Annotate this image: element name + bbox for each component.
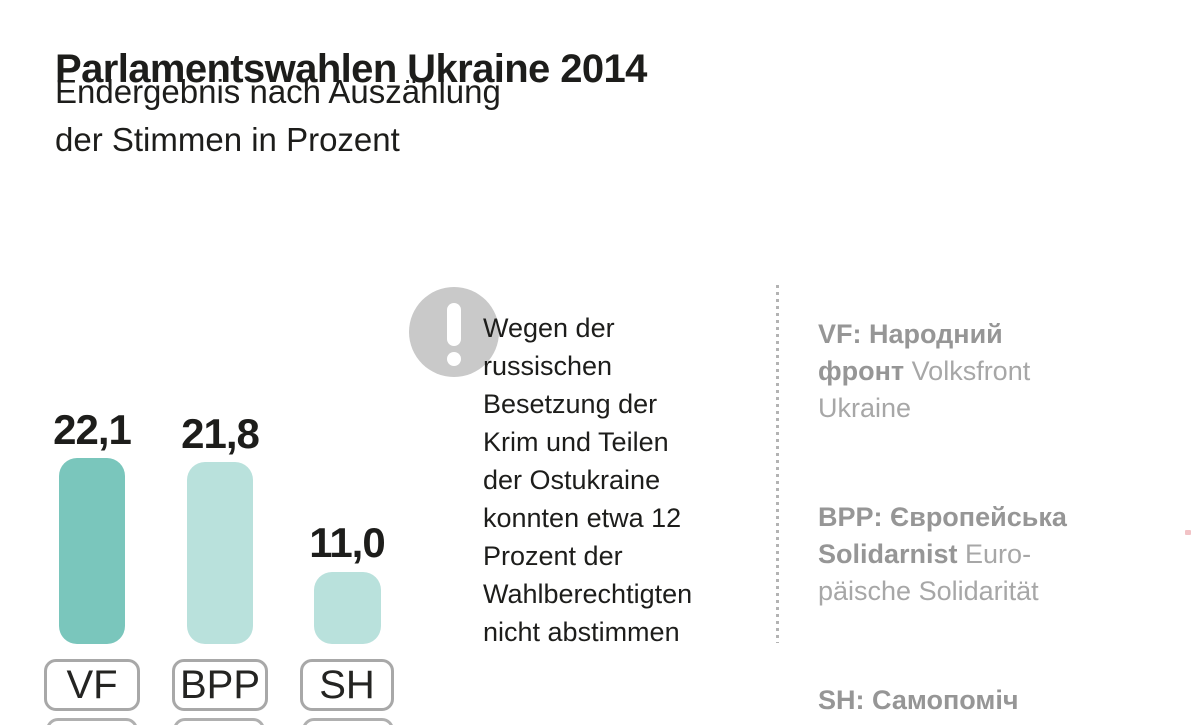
bar-vf [59, 458, 125, 644]
bar-category-label: BPP [179, 662, 261, 707]
bar-category-tag-bpp: BPP [172, 659, 268, 711]
page-title: Parlamentswahlen Ukraine 2014 [55, 46, 647, 91]
exclamation-circle-icon [409, 287, 499, 377]
pink-speck-artifact [1185, 530, 1191, 535]
legend-abbr-party: BPP: Європейська Solidarnist [818, 502, 1067, 569]
legend-abbr-party: SH: Самопоміч [818, 685, 1019, 715]
page-subtitle: Endergebnis nach Auszählung der Stimmen … [55, 73, 501, 158]
exclamation-mark-bar [447, 303, 461, 346]
legend-item-sh: SH: Самопоміч Selbsthilfe (Partei) [818, 682, 1116, 725]
legend-translation: Euro- päische Solidarität [818, 539, 1039, 606]
legend-item-bpp: BPP: Європейська Solidarnist Euro- päisc… [818, 499, 1116, 610]
legend-translation: Selbsthilfe (Partei) [818, 722, 1039, 725]
exclamation-mark-dot [447, 352, 461, 366]
bar-category-label: SH [319, 662, 375, 707]
bar-category-label: VF [66, 662, 118, 707]
bar-bpp [187, 462, 253, 644]
bar-value-label-bpp: 21,8 [181, 410, 260, 457]
next-row-box-stub [173, 718, 265, 725]
bar-sh [314, 572, 381, 644]
annotation-text: Wegen der russischen Besetzung der Krim … [483, 313, 693, 647]
bar-category-tag-sh: SH [300, 659, 394, 711]
legend-item-vf: VF: Народний фронт Volksfront Ukraine [818, 316, 1116, 427]
bar-value-label-vf: 22,1 [53, 406, 132, 453]
bar-category-tag-vf: VF [44, 659, 140, 711]
dotted-vertical-divider [776, 285, 779, 643]
legend-translation: Volksfront Ukraine [818, 356, 1031, 423]
next-row-box-stub [302, 718, 394, 725]
bar-value-label-sh: 11,0 [309, 519, 385, 566]
legend-abbr-party: VF: Народний фронт [818, 319, 1003, 386]
next-row-box-stub [46, 718, 138, 725]
party-legend: VF: Народний фронт Volksfront Ukraine BP… [818, 279, 1116, 725]
